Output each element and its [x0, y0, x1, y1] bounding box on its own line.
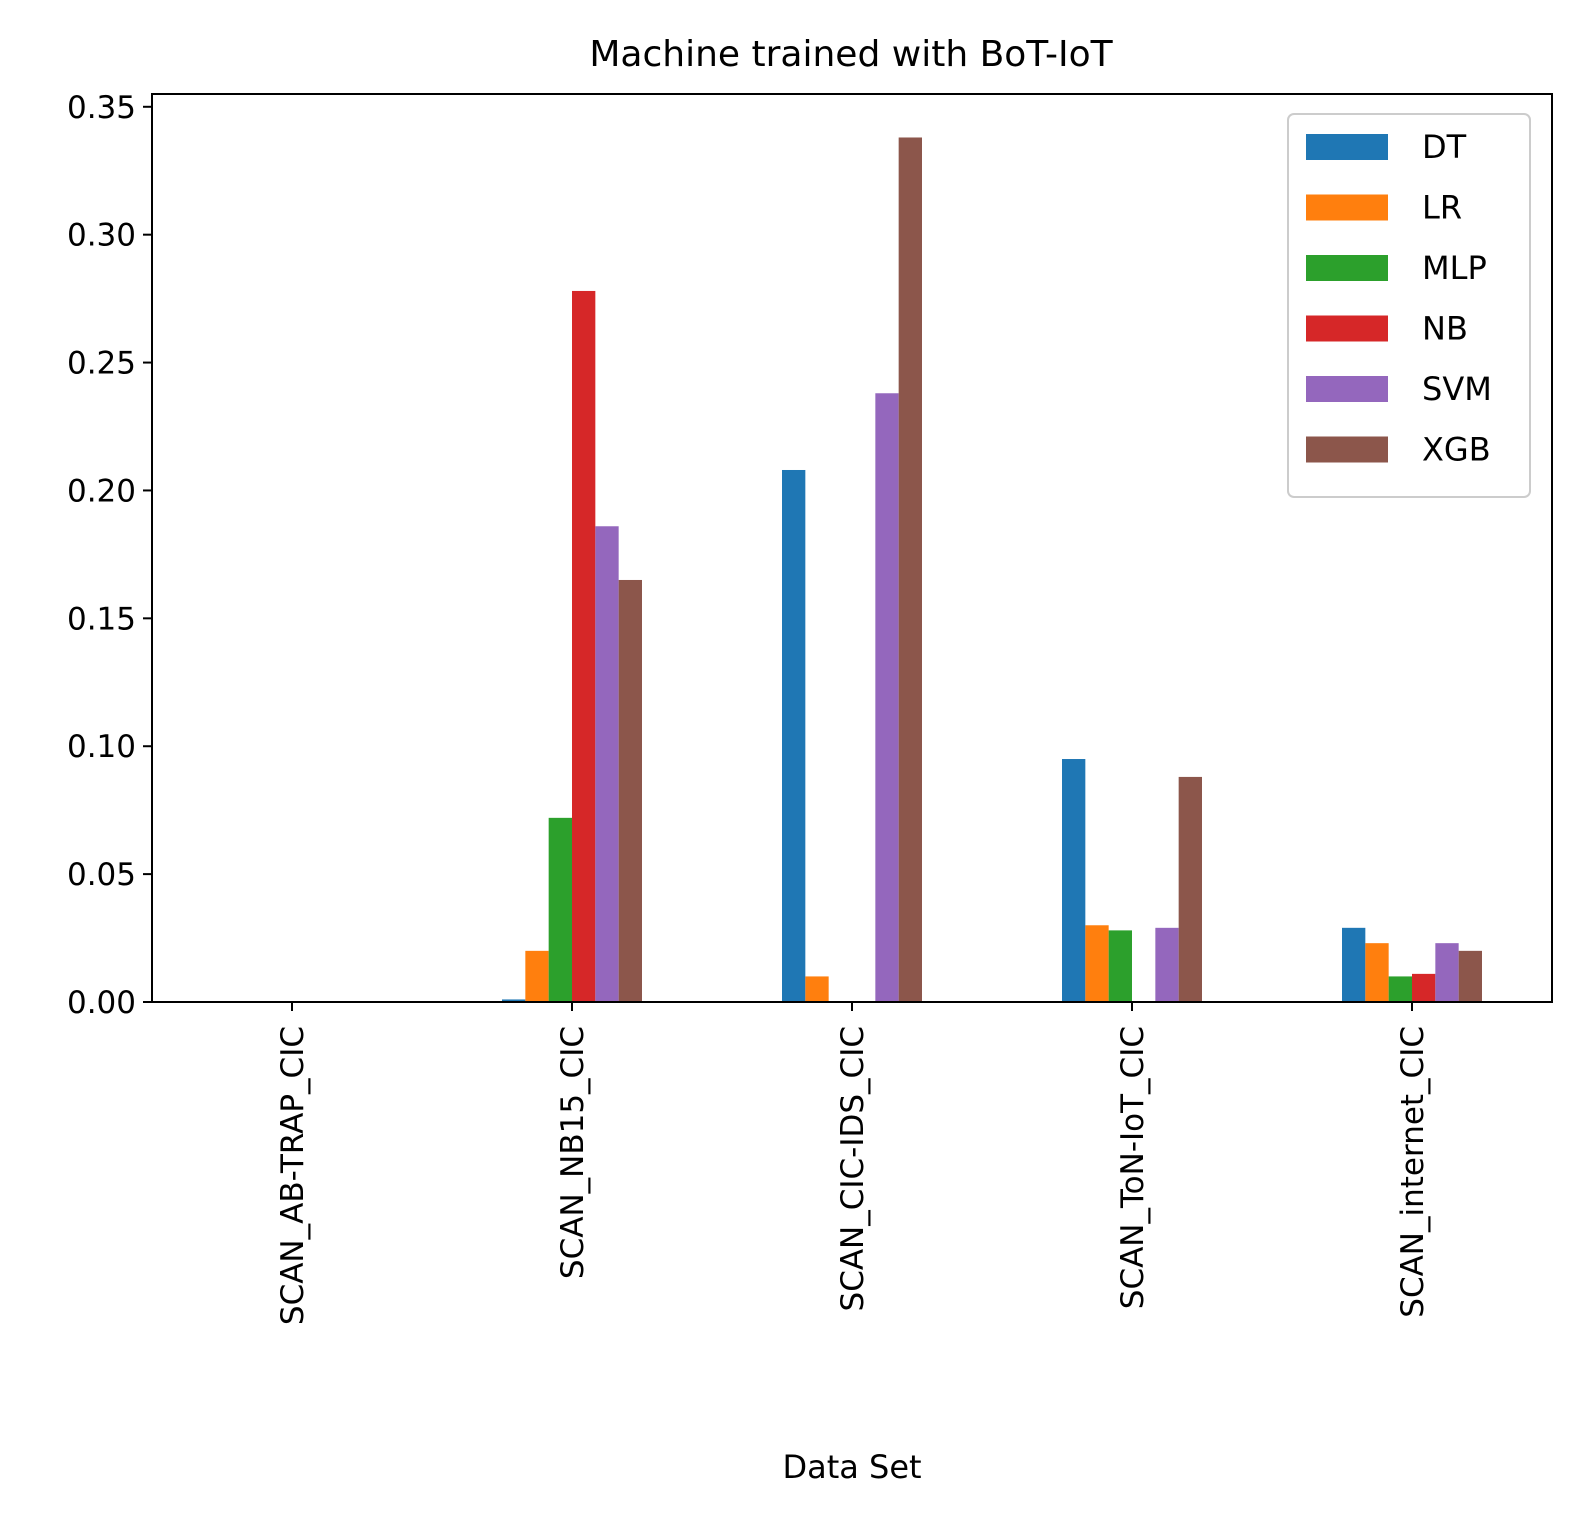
legend-label-nb: NB: [1422, 310, 1468, 348]
y-tick-label: 0.25: [67, 346, 136, 382]
bar-svm-4: [1435, 943, 1459, 1002]
legend-label-lr: LR: [1422, 189, 1462, 227]
legend-label-xgb: XGB: [1422, 431, 1491, 469]
x-tick-label: SCAN_AB-TRAP_CIC: [275, 1026, 311, 1325]
bar-mlp-3: [1108, 930, 1132, 1002]
legend-swatch-lr: [1306, 194, 1388, 221]
chart-title: Machine trained with BoT-IoT: [589, 34, 1113, 75]
legend-swatch-nb: [1306, 315, 1388, 342]
bar-xgb-3: [1178, 776, 1202, 1002]
y-axis: 0.00 0.05 0.10 0.15 0.20 0.25 0.30 0.35: [67, 90, 152, 1021]
legend-swatch-mlp: [1306, 255, 1388, 281]
bar-dt-4: [1342, 927, 1366, 1002]
bar-lr-2: [805, 976, 829, 1002]
y-tick-label: 0.30: [67, 218, 136, 254]
bar-dt-2: [782, 469, 806, 1002]
y-tick-label: 0.05: [67, 857, 136, 893]
legend-label-mlp: MLP: [1422, 249, 1487, 287]
bar-svm-1: [595, 526, 619, 1002]
x-tick-label: SCAN_internet_CIC: [1395, 1026, 1431, 1318]
y-tick-label: 0.35: [67, 90, 136, 126]
bar-dt-3: [1062, 759, 1086, 1002]
y-tick-label: 0.00: [67, 985, 136, 1021]
bar-nb-4: [1412, 973, 1436, 1002]
x-tick-label: SCAN_NB15_CIC: [555, 1026, 591, 1279]
legend-swatch-xgb: [1306, 436, 1388, 463]
legend-label-svm: SVM: [1422, 370, 1492, 408]
x-tick-label: SCAN_ToN-IoT_CIC: [1115, 1026, 1151, 1309]
y-tick-label: 0.20: [67, 473, 136, 509]
y-tick-label: 0.10: [67, 729, 136, 765]
x-axis: SCAN_AB-TRAP_CIC SCAN_NB15_CIC SCAN_CIC-ID…: [275, 1002, 1431, 1325]
bar-lr-3: [1085, 925, 1109, 1002]
plot-frame: [151, 93, 1553, 1003]
bar-lr-1: [525, 950, 549, 1002]
bar-mlp-1: [548, 817, 572, 1002]
x-tick-label: SCAN_CIC-IDS_CIC: [835, 1026, 871, 1311]
bar-nb-1: [572, 290, 596, 1002]
bar-mlp-4: [1388, 976, 1412, 1002]
bar-xgb-2: [898, 137, 922, 1002]
bar-xgb-1: [618, 579, 642, 1002]
legend-label-dt: DT: [1422, 128, 1467, 166]
bar-svm-3: [1155, 927, 1179, 1002]
bar-lr-4: [1365, 943, 1389, 1002]
x-axis-label: Data Set: [782, 1448, 921, 1486]
legend-swatch-svm: [1306, 376, 1388, 402]
bar-svm-2: [875, 393, 899, 1002]
legend: DT LR MLP NB SVM XGB: [1287, 113, 1531, 498]
y-tick-label: 0.15: [67, 601, 136, 637]
bar-xgb-4: [1458, 950, 1482, 1002]
legend-swatch-dt: [1306, 134, 1388, 160]
bar-dt-1: [502, 999, 526, 1002]
bars-layer: [502, 137, 1482, 1002]
